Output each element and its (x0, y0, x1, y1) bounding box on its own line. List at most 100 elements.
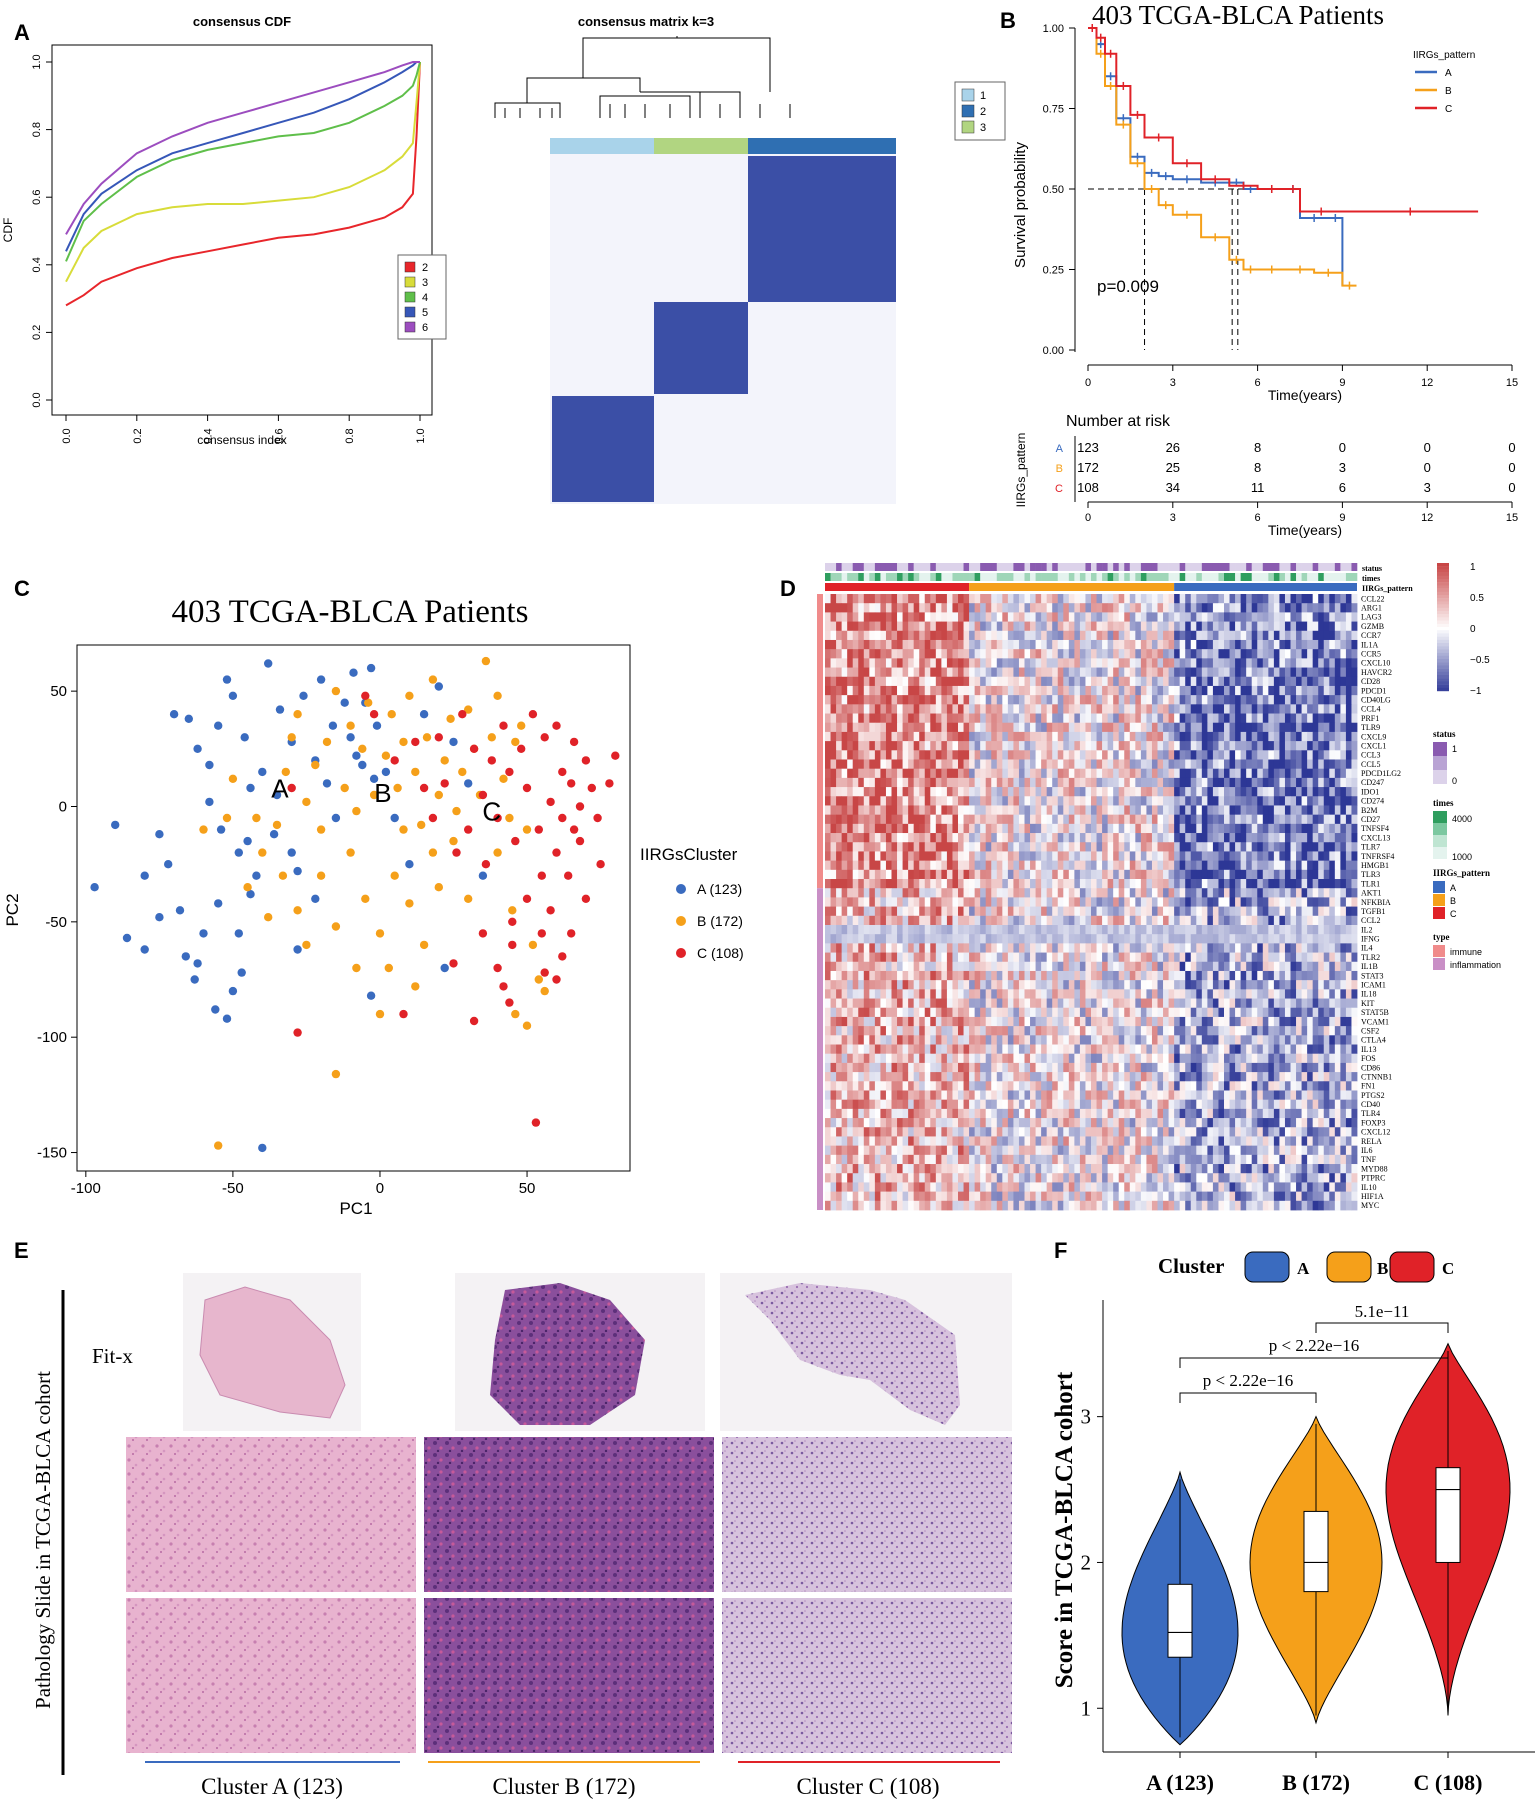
heatmap-cell (1351, 704, 1358, 714)
heatmap-cell (924, 980, 931, 990)
heatmap-cell (919, 970, 926, 981)
heatmap-cell (863, 713, 870, 724)
pca-point-A (90, 883, 99, 892)
cdf-x-tick-label: 1.0 (415, 428, 427, 443)
heatmap-cell (908, 713, 915, 724)
heatmap-cell (1334, 860, 1341, 871)
pca-point-B (384, 963, 393, 973)
pca-point-B (464, 894, 473, 903)
heatmap-cell (1140, 897, 1147, 907)
heatmap-cell (1085, 713, 1092, 724)
heatmap-cell (1041, 833, 1048, 843)
heatmap-cell (1057, 594, 1064, 604)
heatmap-cell (1074, 685, 1081, 696)
heatmap-cell (1085, 695, 1092, 705)
heatmap-cell (1074, 897, 1081, 907)
heatmap-cell (880, 639, 887, 650)
heatmap-cell (863, 658, 870, 668)
heatmap-cell (825, 961, 831, 972)
heatmap-cell (1057, 621, 1064, 632)
heatmap-cell (1129, 897, 1136, 907)
heatmap-cell (1052, 851, 1059, 862)
heatmap-cell (1262, 676, 1269, 687)
heatmap-cell (847, 704, 854, 714)
heatmap-cell (1345, 906, 1352, 917)
heatmap-cell (1290, 658, 1297, 668)
heatmap-cell (1157, 796, 1164, 806)
times-cell (1151, 573, 1158, 581)
heatmap-cell (1085, 833, 1092, 843)
heatmap-cell (1284, 759, 1291, 770)
heatmap-cell (980, 667, 987, 678)
pca-point-B (293, 710, 302, 719)
heatmap-cell (1257, 768, 1264, 779)
heatmap-cell (1113, 924, 1120, 935)
km-curve-C (1088, 27, 1479, 213)
pca-point-A (184, 714, 193, 723)
heatmap-cell (1262, 823, 1269, 834)
heatmap-cell (1124, 943, 1131, 953)
pca-point-B (302, 797, 311, 807)
heatmap-cell (830, 805, 837, 816)
heatmap-cell (996, 639, 1003, 650)
heatmap-cell (980, 768, 987, 779)
heatmap-cell (1229, 970, 1236, 981)
heatmap-cell (841, 621, 848, 632)
heatmap-cell (946, 594, 953, 604)
heatmap-cell (1179, 906, 1186, 917)
pca-point-A (287, 848, 296, 857)
heatmap-cell (1085, 842, 1092, 852)
heatmap-cell (869, 768, 876, 779)
heatmap-cell (1224, 869, 1230, 880)
heatmap-cell (1091, 842, 1097, 852)
times-cell (941, 573, 948, 581)
heatmap-cell (919, 897, 926, 907)
heatmap-cell (841, 787, 848, 797)
heatmap-cell (863, 667, 870, 678)
heatmap-cell (1068, 888, 1075, 898)
heatmap-cell (1196, 915, 1203, 926)
heatmap-cell (1024, 796, 1031, 806)
heatmap-cell (1018, 704, 1025, 714)
heatmap-cell (891, 842, 898, 852)
heatmap-cell (946, 952, 953, 963)
heatmap-cell (880, 1007, 887, 1018)
heatmap-cell (1146, 704, 1153, 714)
heatmap-cell (935, 722, 942, 733)
heatmap-cell (1262, 879, 1269, 889)
times-cell (985, 573, 992, 581)
heatmap-cell (1235, 989, 1242, 999)
heatmap-cell (1179, 961, 1186, 972)
heatmap-cell (930, 879, 937, 889)
heatmap-cell (1307, 759, 1314, 770)
heatmap-cell (1296, 915, 1302, 926)
heatmap-cell (1307, 961, 1314, 972)
heatmap-cell (880, 998, 887, 1009)
heatmap-cell (991, 621, 998, 632)
pca-point-B (272, 820, 282, 830)
heatmap-cell (1174, 906, 1181, 917)
heatmap-cell (1074, 658, 1081, 668)
heatmap-cell (852, 658, 859, 668)
heatmap-cell (863, 704, 870, 714)
heatmap-cell (1096, 924, 1103, 935)
heatmap-cell (1102, 915, 1109, 926)
heatmap-cell (897, 658, 903, 668)
heatmap-cell (1301, 906, 1308, 917)
heatmap-cell (1323, 768, 1330, 779)
heatmap-cell (1091, 860, 1097, 871)
heatmap-cell (1273, 594, 1280, 604)
heatmap-cell (830, 814, 837, 825)
heatmap-cell (863, 961, 870, 972)
heatmap-cell (924, 897, 931, 907)
heatmap-cell (1251, 741, 1258, 751)
heatmap-cell (1030, 713, 1036, 724)
heatmap-cell (1290, 630, 1297, 641)
heatmap-cell (1102, 833, 1109, 843)
heatmap-cell (1262, 704, 1269, 714)
pca-point-B (278, 871, 288, 880)
heatmap-cell (1007, 851, 1014, 862)
heatmap-cell (1218, 998, 1225, 1009)
heatmap-cell (1212, 970, 1219, 981)
